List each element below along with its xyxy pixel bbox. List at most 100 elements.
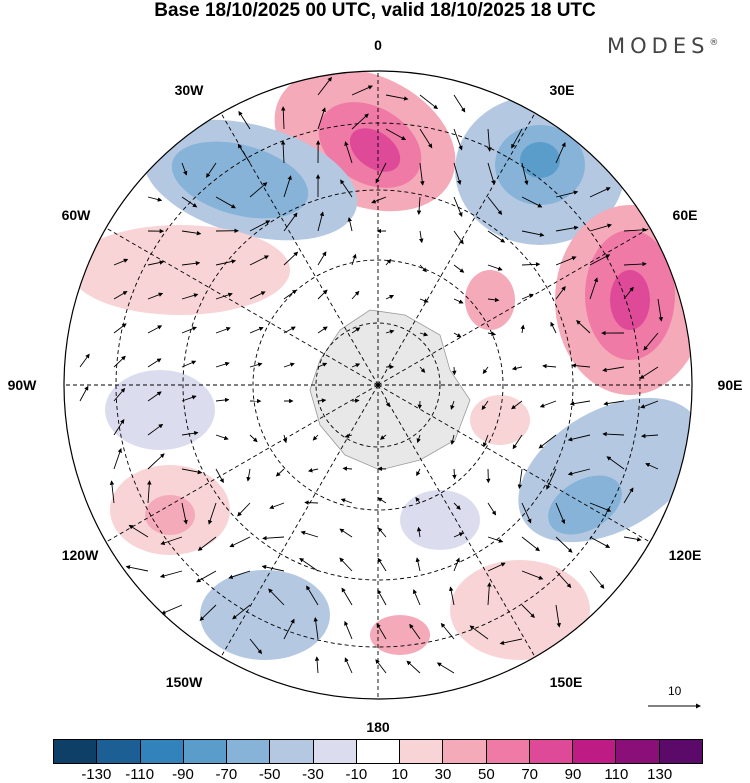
wind-vector [567, 434, 591, 442]
wind-vector [375, 659, 387, 674]
wind-vector [419, 332, 429, 337]
map-title: Base 18/10/2025 00 UTC, valid 18/10/2025… [154, 0, 596, 21]
wind-vector [385, 294, 395, 300]
wind-vector [249, 434, 258, 443]
wind-vector [512, 434, 523, 450]
wind-vector [215, 361, 230, 368]
wind-vector [317, 76, 332, 96]
colorbar-swatch [182, 740, 227, 763]
wind-vector [229, 536, 251, 548]
wind-vector [351, 113, 369, 130]
wind-vector [283, 289, 297, 300]
wind-vector [645, 463, 659, 470]
lon-label-60w: 60W [61, 207, 91, 223]
wind-vector [160, 536, 183, 545]
wind-vector [282, 434, 288, 444]
wind-vector [269, 502, 285, 510]
wind-vector [419, 128, 433, 149]
colorbar-tick-label: 130 [647, 766, 673, 783]
wind-vector [377, 497, 387, 504]
wind-vector [589, 536, 611, 548]
wind-vector [550, 321, 557, 334]
wind-vector [639, 366, 659, 379]
wind-vector [419, 298, 429, 303]
wind-vector [347, 216, 353, 232]
wind-vector [317, 107, 326, 130]
wind-vector [249, 362, 263, 368]
colorbar-swatch [658, 740, 702, 763]
wind-vector [589, 254, 611, 266]
lon-label-30w: 30W [174, 82, 204, 98]
wind-vector [113, 355, 126, 368]
wind-vector [567, 468, 591, 476]
wind-vector [317, 289, 328, 300]
wind-vector [237, 143, 251, 164]
wind-vector [147, 260, 165, 266]
wind-vector [344, 433, 353, 439]
colorbar-swatch [96, 740, 140, 763]
wind-vector [215, 468, 224, 484]
wind-vector [113, 291, 128, 300]
wind-vector [215, 259, 237, 266]
wind-vector [246, 468, 251, 482]
wind-vector [416, 196, 422, 216]
wind-vector [261, 564, 285, 572]
wind-vector [521, 162, 529, 186]
wind-vector [487, 562, 506, 572]
colorbar-tick-label: 30 [434, 766, 452, 783]
wind-vector [307, 468, 319, 473]
wind-vector [603, 400, 625, 406]
wind-vector [419, 264, 427, 273]
wind-vector [299, 557, 319, 572]
wind-vector [453, 196, 463, 217]
wind-vector [342, 466, 353, 471]
colorbar-tick-label: 90 [564, 766, 582, 783]
wind-vector [450, 400, 455, 410]
wind-vector [412, 589, 421, 606]
colorbar-swatch [399, 740, 443, 763]
wind-vector [640, 433, 659, 439]
wind-vector [416, 468, 421, 477]
wind-vector [249, 638, 263, 655]
wind-vector [453, 162, 462, 185]
wind-vector [589, 277, 599, 300]
wind-vector [317, 398, 327, 403]
wind-vector [487, 162, 496, 185]
wind-vector [215, 196, 236, 209]
lon-label-180: 180 [366, 719, 390, 735]
wind-vector [283, 618, 295, 640]
wind-vector [521, 604, 535, 618]
wind-vector [440, 622, 455, 640]
wind-vector [181, 260, 201, 266]
wind-vector [215, 434, 229, 441]
wind-vector [371, 196, 387, 204]
polar-map [63, 70, 701, 709]
colorbar-swatch [226, 740, 270, 763]
wind-vector [555, 256, 577, 266]
wind-vector [385, 400, 391, 408]
meridian-line [220, 384, 379, 658]
wind-vector [511, 400, 523, 410]
wind-vector [317, 251, 327, 266]
colorbar-tick-label: 70 [521, 766, 538, 783]
wind-vector [351, 253, 357, 266]
wind-vector [128, 524, 149, 538]
colorbar-swatch [615, 740, 659, 763]
wind-vector [511, 128, 523, 149]
wind-vector [196, 570, 217, 583]
wind-vector [453, 332, 462, 338]
wind-vector [317, 326, 328, 334]
lon-label-0: 0 [374, 37, 382, 53]
wind-vector [199, 604, 217, 621]
wind-vector [521, 536, 540, 552]
wind-vector [283, 326, 296, 334]
wind-vector [351, 363, 361, 368]
wind-vector [314, 656, 320, 674]
wind-vector [344, 657, 353, 674]
wind-vector [487, 297, 500, 303]
wind-vector [589, 223, 612, 232]
wind-vector [340, 179, 353, 198]
wind-vector [453, 298, 464, 304]
wind-vector [521, 293, 534, 300]
wind-vector [147, 480, 152, 504]
